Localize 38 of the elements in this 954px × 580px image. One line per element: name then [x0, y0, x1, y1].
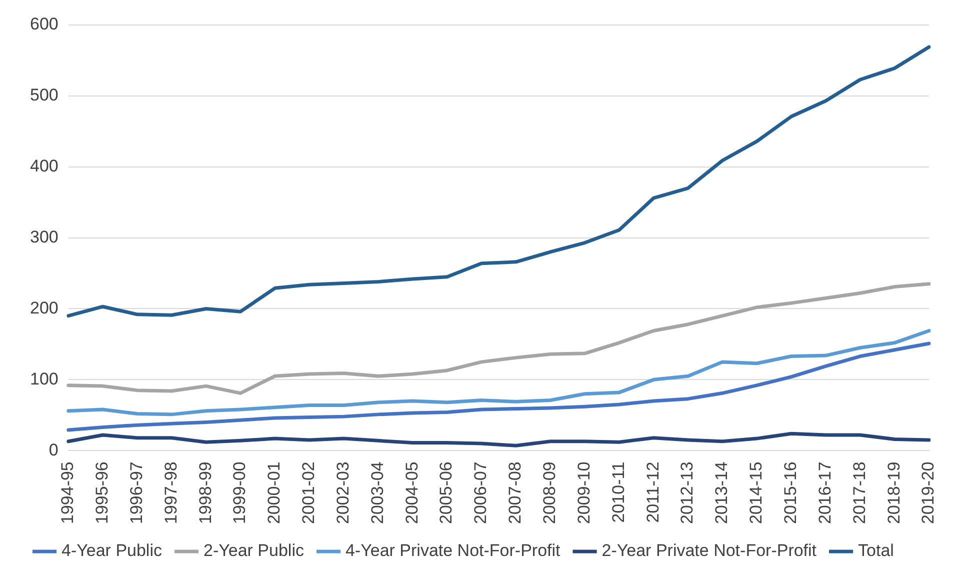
legend-label: 2-Year Public	[203, 541, 304, 560]
x-tick-label: 1999-00	[230, 462, 250, 524]
x-tick-label: 2006-07	[471, 462, 490, 524]
legend-label: 4-Year Public	[62, 541, 162, 560]
x-tick-label: 2018-19	[884, 462, 904, 524]
y-tick-label: 600	[30, 14, 58, 34]
x-tick-label: 2013-14	[712, 462, 732, 524]
x-tick-label: 2016-17	[815, 462, 834, 524]
x-tick-label: 2012-13	[678, 462, 697, 524]
y-tick-label: 300	[30, 227, 58, 246]
y-tick-label: 500	[30, 86, 58, 105]
x-tick-label: 2019-20	[918, 462, 938, 524]
x-tick-label: 1996-97	[126, 462, 146, 524]
y-tick-label: 200	[30, 298, 58, 318]
y-tick-label: 0	[48, 440, 58, 460]
y-tick-label: 100	[30, 369, 58, 388]
x-tick-label: 2011-12	[643, 462, 662, 523]
legend-label: 4-Year Private Not-For-Profit	[345, 541, 561, 560]
x-tick-label: 1995-96	[92, 462, 112, 524]
x-tick-label: 1994-95	[58, 462, 78, 524]
x-tick-label: 2000-01	[264, 462, 284, 524]
x-tick-label: 2004-05	[402, 462, 422, 524]
x-tick-label: 2014-15	[746, 462, 766, 524]
legend-label: Total	[858, 541, 894, 560]
x-tick-label: 2005-06	[436, 462, 456, 524]
x-tick-label: 2009-10	[574, 462, 594, 524]
x-tick-label: 2007-08	[506, 462, 525, 524]
x-tick-label: 1997-98	[161, 462, 180, 524]
x-tick-label: 2017-18	[850, 462, 869, 524]
x-tick-label: 2008-09	[540, 462, 560, 524]
legend-label: 2-Year Private Not-For-Profit	[602, 541, 817, 560]
x-tick-label: 2003-04	[368, 462, 387, 524]
y-tick-label: 400	[30, 156, 58, 176]
x-tick-label: 1998-99	[196, 462, 215, 524]
x-tick-label: 2002-03	[333, 462, 352, 524]
x-tick-label: 2010-11	[608, 462, 628, 523]
x-tick-label: 2015-16	[780, 462, 800, 524]
x-tick-label: 2001-02	[299, 462, 318, 524]
